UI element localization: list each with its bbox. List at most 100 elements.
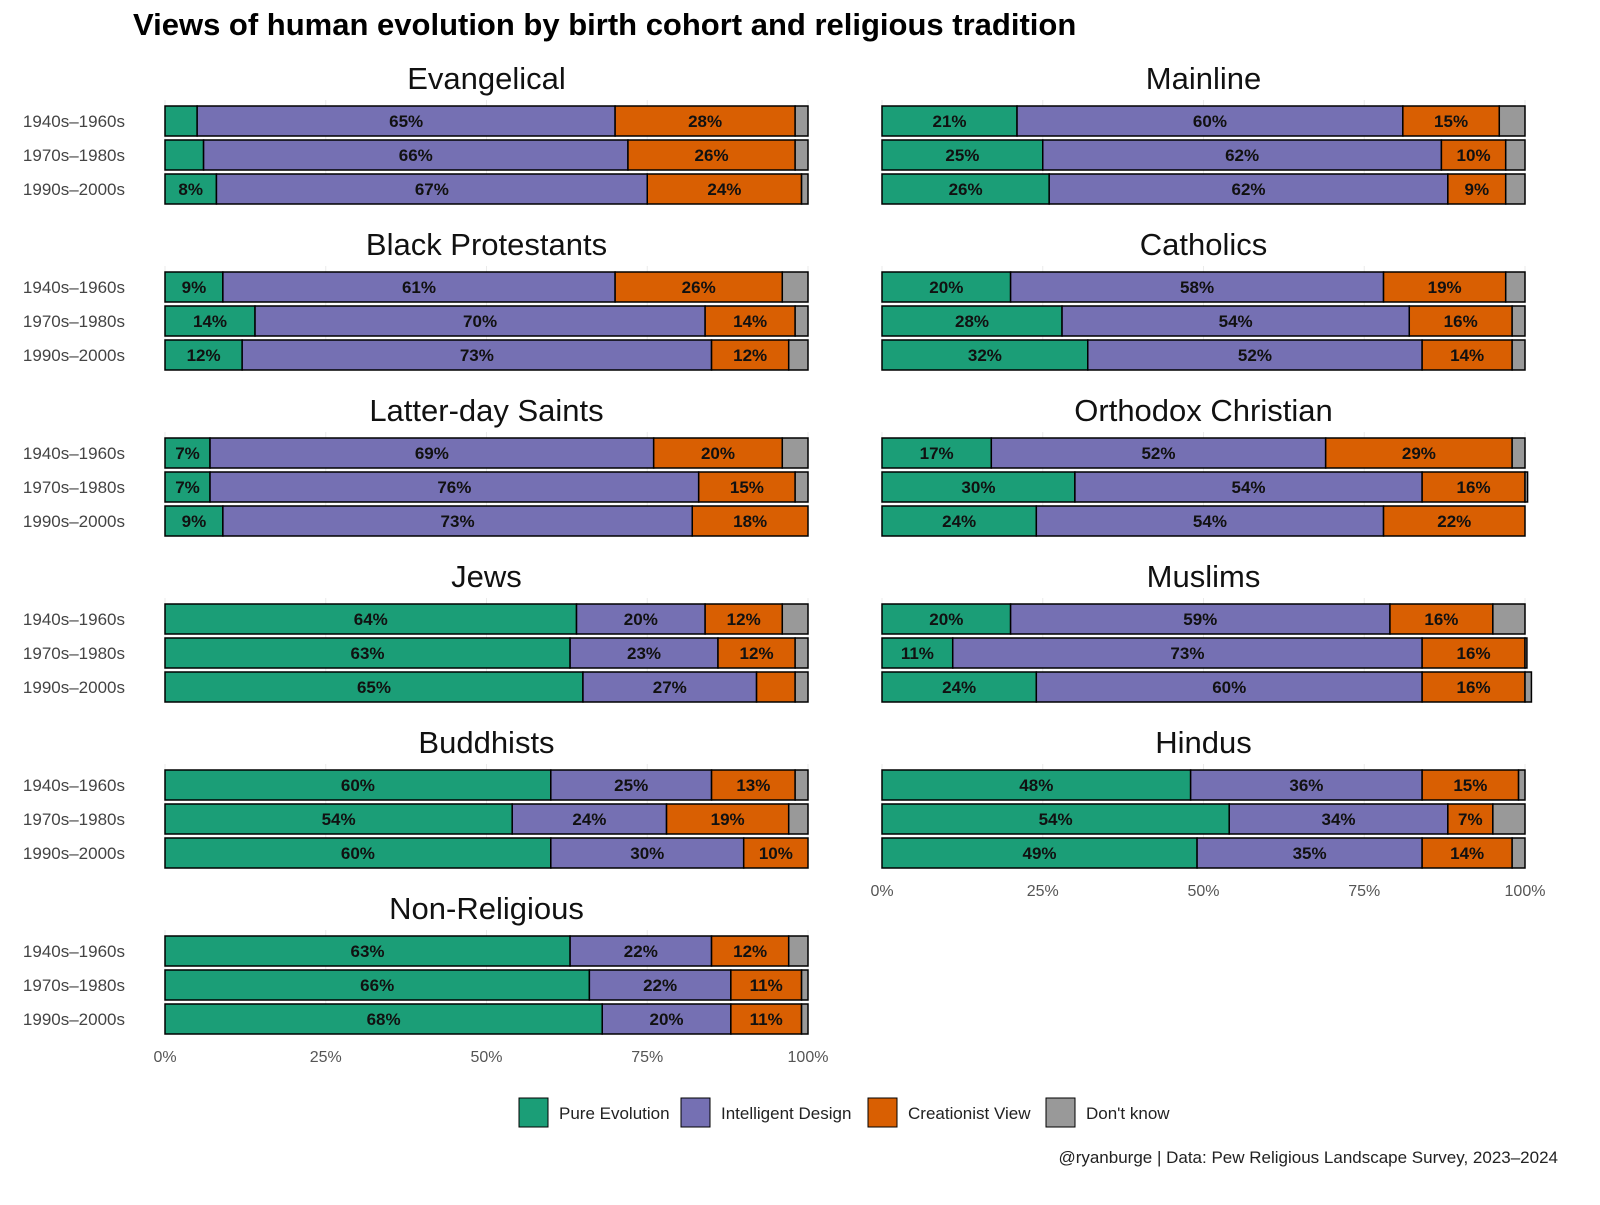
- bar-label: 66%: [399, 146, 433, 165]
- bar-creationist-view: [646, 173, 803, 205]
- bar-dont-know: [1492, 603, 1526, 635]
- bar-label: 29%: [1402, 444, 1436, 463]
- panel-catholics: Catholics 20% 58% 19% 28% 54% 16% 32% 52% 14%: [881, 227, 1526, 371]
- panel-title: Jews: [451, 559, 522, 594]
- bar-pure-evolution: [881, 105, 1018, 137]
- x-tick-label: 75%: [1348, 883, 1380, 900]
- bar-label: 28%: [688, 112, 722, 131]
- bar-pure-evolution: [164, 271, 224, 303]
- chart-title: Views of human evolution by birth cohort…: [133, 7, 1076, 42]
- bar-label: 52%: [1238, 346, 1272, 365]
- bar-creationist-view: [614, 271, 784, 303]
- bar-label: 49%: [1023, 844, 1057, 863]
- bar-creationist-view: [704, 603, 784, 635]
- row-label: 1940s–1960s: [23, 112, 125, 131]
- bar-pure-evolution: [164, 139, 205, 171]
- bar-label: 65%: [357, 678, 391, 697]
- bar-label: 11%: [750, 976, 783, 995]
- bar-intelligent-design: [569, 637, 719, 669]
- bar-label: 30%: [630, 844, 664, 863]
- bar-pure-evolution: [164, 339, 243, 371]
- bar-dont-know: [794, 769, 809, 801]
- bar-pure-evolution: [164, 437, 211, 469]
- bar-label: 60%: [341, 776, 375, 795]
- bar-label: 20%: [650, 1010, 684, 1029]
- bar-label: 54%: [322, 810, 356, 829]
- bar-label: 26%: [682, 278, 716, 297]
- bar-label: 60%: [1193, 112, 1227, 131]
- panel-title: Orthodox Christian: [1074, 393, 1332, 428]
- bar-label: 21%: [932, 112, 966, 131]
- bar-creationist-view: [1421, 637, 1526, 669]
- bar-label: 16%: [1457, 678, 1491, 697]
- bar-pure-evolution: [164, 505, 224, 537]
- bar-pure-evolution: [164, 935, 571, 967]
- row-label: 1990s–2000s: [23, 180, 125, 199]
- bar-dont-know: [781, 271, 809, 303]
- bar-label: 26%: [949, 180, 983, 199]
- x-tick-label: 75%: [631, 1049, 663, 1066]
- bar-pure-evolution: [881, 271, 1012, 303]
- bar-dont-know: [800, 969, 809, 1001]
- bar-label: 17%: [920, 444, 954, 463]
- bar-dont-know: [787, 339, 809, 371]
- bar-intelligent-design: [550, 769, 713, 801]
- bar-dont-know: [1511, 837, 1526, 869]
- x-tick-label: 100%: [1505, 883, 1546, 900]
- bar-intelligent-design: [1189, 769, 1423, 801]
- x-tick-label: 100%: [788, 1049, 829, 1066]
- legend-label: Creationist View: [908, 1104, 1031, 1123]
- bar-label: 64%: [354, 610, 388, 629]
- bar-intelligent-design: [1087, 339, 1423, 371]
- bar-pure-evolution: [881, 603, 1012, 635]
- x-tick-label: 25%: [310, 1049, 342, 1066]
- bar-label: 25%: [614, 776, 648, 795]
- bar-creationist-view: [1421, 471, 1526, 503]
- bar-label: 15%: [730, 478, 764, 497]
- bar-label: 34%: [1322, 810, 1356, 829]
- bar-creationist-view: [1447, 173, 1507, 205]
- legend-swatch-intelligent-design: [680, 1097, 711, 1128]
- bar-label: 32%: [968, 346, 1002, 365]
- bar-label: 62%: [1231, 180, 1265, 199]
- bar-pure-evolution: [164, 803, 513, 835]
- bar-label: 63%: [351, 942, 385, 961]
- bar-label: 8%: [178, 180, 203, 199]
- bar-label: 60%: [1212, 678, 1246, 697]
- bar-intelligent-design: [575, 603, 706, 635]
- bar-dont-know: [1524, 471, 1529, 503]
- legend: Pure Evolution Intelligent Design Creation…: [518, 1097, 1170, 1128]
- bar-label: 9%: [182, 512, 207, 531]
- bar-intelligent-design: [601, 1003, 732, 1035]
- bar-intelligent-design: [569, 935, 713, 967]
- bar-creationist-view: [1408, 305, 1513, 337]
- bar-dont-know: [1524, 671, 1533, 703]
- row-label: 1940s–1960s: [23, 444, 125, 463]
- bar-label: 24%: [707, 180, 741, 199]
- bar-dont-know: [1511, 305, 1526, 337]
- bar-label: 54%: [1193, 512, 1227, 531]
- bar-label: 16%: [1457, 478, 1491, 497]
- bar-label: 15%: [1453, 776, 1487, 795]
- bar-label: 22%: [1437, 512, 1471, 531]
- bar-dont-know: [794, 305, 809, 337]
- panel-title: Mainline: [1146, 61, 1261, 96]
- bar-pure-evolution: [164, 471, 211, 503]
- bar-creationist-view: [1421, 671, 1526, 703]
- bar-dont-know: [1511, 437, 1526, 469]
- panel-black-protestants: Black Protestants 1940s–1960s 9% 61% 26% 1970…: [23, 227, 809, 371]
- panel-evangelical: Evangelical 1940s–1960s 65% 28% 1970s–1980s 6…: [23, 61, 809, 205]
- x-tick-label: 50%: [470, 1049, 502, 1066]
- bar-label: 12%: [727, 610, 761, 629]
- bar-label: 62%: [1225, 146, 1259, 165]
- row-label: 1970s–1980s: [23, 312, 125, 331]
- panel-title: Catholics: [1140, 227, 1268, 262]
- bar-label: 7%: [175, 444, 200, 463]
- bar-dont-know: [1504, 173, 1526, 205]
- bar-label: 10%: [759, 844, 793, 863]
- bar-label: 20%: [701, 444, 735, 463]
- bar-label: 66%: [360, 976, 394, 995]
- bar-pure-evolution: [881, 173, 1050, 205]
- bar-label: 20%: [624, 610, 658, 629]
